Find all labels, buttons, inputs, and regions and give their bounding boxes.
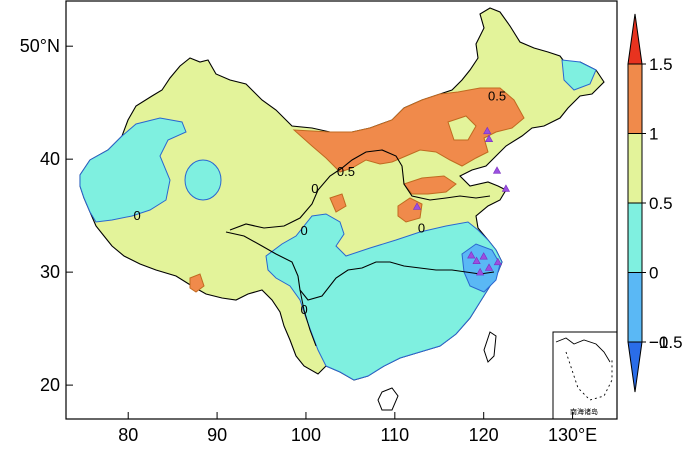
contour-label: 0.5 [488, 88, 506, 103]
y-tick-label: 30 [40, 262, 60, 282]
contour-label: 0 [301, 223, 308, 238]
colorbar-segment [627, 202, 643, 273]
colorbar-label: 0.5 [649, 194, 673, 213]
station-marker-icon [479, 252, 488, 260]
station-marker-icon [472, 256, 481, 265]
colorbar-label: 0 [649, 264, 658, 283]
anomaly-region-positive-shanxi [403, 175, 457, 195]
map-layers [79, 7, 605, 411]
south-china-sea-inset: 南海诸岛 [552, 331, 618, 420]
colorbar-extend-bottom [627, 341, 643, 393]
station-marker-icon [483, 126, 492, 135]
map-frame [65, 0, 618, 420]
contour-label: 0 [418, 221, 425, 236]
station-marker-icon [501, 184, 511, 192]
anomaly-region-positive-tibet [189, 273, 205, 293]
x-tick-label: 80 [118, 425, 138, 445]
colorbar: 1.5 1 0.5 0 −0.5−1 [627, 13, 683, 393]
colorbar-label: −1 [649, 333, 668, 352]
x-tick-label: 130°E [548, 425, 597, 445]
station-marker-icon [492, 166, 502, 174]
x-tick-label: 110 [380, 425, 409, 445]
contour-label: 0.5 [337, 164, 355, 179]
station-marker-icon [476, 267, 485, 276]
anomaly-region-positive-north [292, 87, 525, 173]
y-tick-label: 50°N [20, 36, 60, 56]
contour-label: 0 [301, 302, 308, 317]
taiwan-island [483, 331, 497, 363]
yangtze-river [225, 231, 495, 301]
contour-label: 0 [311, 181, 318, 196]
y-tick-label: 40 [40, 149, 60, 169]
colorbar-label: 1.5 [649, 55, 673, 74]
colorbar-label: −0.5 [649, 333, 683, 352]
colorbar-label: 1 [649, 125, 658, 144]
anomaly-region-negative-central [184, 159, 222, 201]
x-tick-label: 100 [291, 425, 321, 445]
contour-label: 0 [133, 208, 140, 223]
anomaly-region-inner-light [447, 115, 477, 141]
river-tributary [299, 289, 317, 347]
colorbar-extend-top [627, 13, 643, 65]
yellow-river [229, 149, 491, 231]
anomaly-region-negative-west [79, 117, 187, 223]
colorbar-segment [627, 133, 643, 204]
station-marker-icon [493, 257, 503, 266]
inset-coastline [555, 337, 611, 363]
station-marker-icon [484, 263, 494, 271]
station-marker-icon [467, 250, 476, 259]
colorbar-segment [627, 272, 643, 343]
contour-labels: 0.5 0.5 0 0 0 0 0 [133, 88, 506, 317]
station-marker-icon [412, 202, 422, 210]
colorbar-segment [627, 63, 643, 134]
anomaly-region-negative-northeast [561, 59, 597, 91]
inset-label: 南海诸岛 [570, 407, 598, 416]
x-tick-label: 90 [207, 425, 227, 445]
hainan-island [377, 387, 399, 411]
anomaly-region-positive-henan [397, 197, 423, 223]
x-tick-label: 120 [469, 425, 499, 445]
station-marker-icon [484, 134, 494, 143]
map-axes: 80 90 100 110 120 130°E 20 30 40 50°N [20, 36, 597, 445]
y-tick-label: 20 [40, 375, 60, 395]
station-markers [412, 126, 511, 276]
anomaly-region-positive-gansu [329, 193, 347, 213]
